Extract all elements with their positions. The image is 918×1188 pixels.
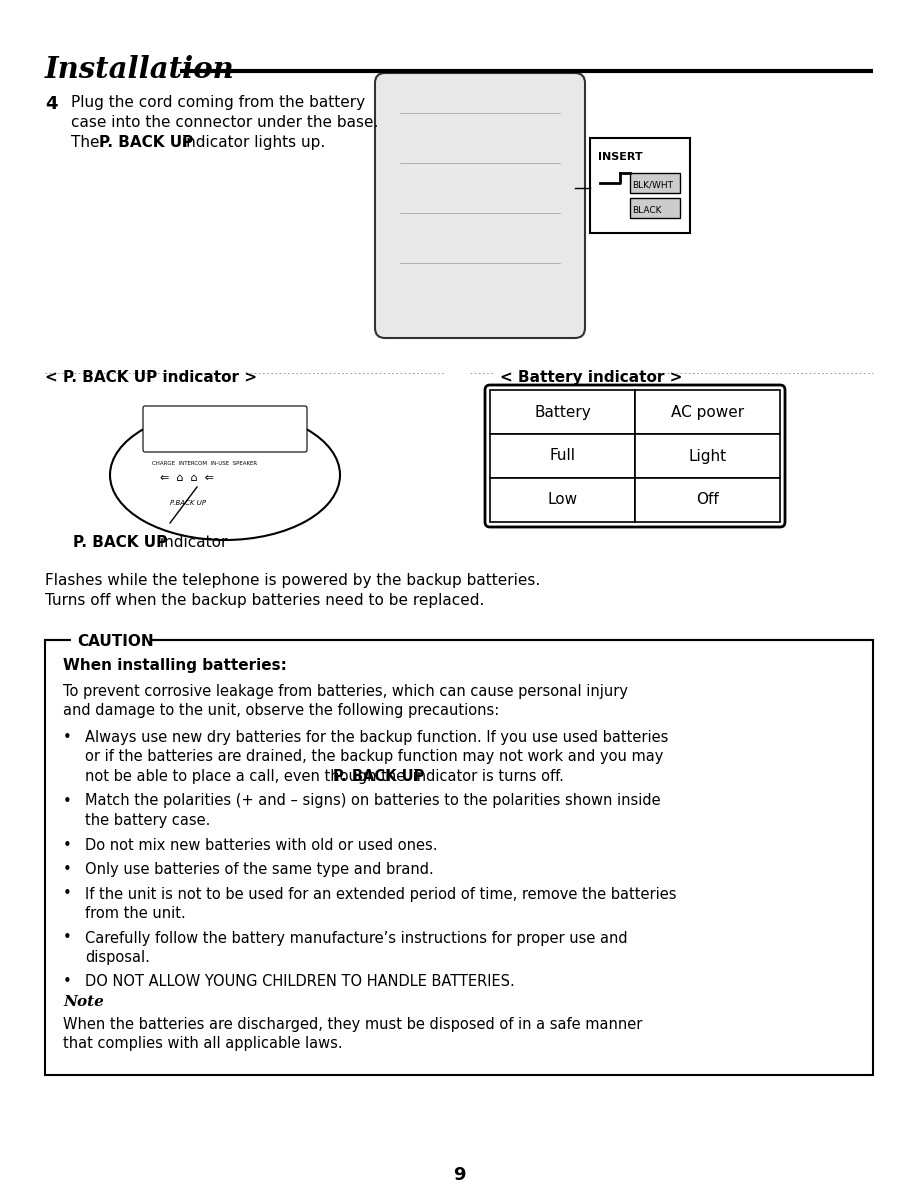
- Bar: [490, 390, 635, 434]
- Text: P.BACK UP: P.BACK UP: [170, 500, 207, 506]
- Text: •: •: [63, 729, 72, 745]
- Text: 9: 9: [453, 1165, 465, 1184]
- Bar: [635, 434, 780, 478]
- FancyBboxPatch shape: [375, 72, 585, 339]
- Bar: [45, 640, 873, 1075]
- Text: To prevent corrosive leakage from batteries, which can cause personal injury: To prevent corrosive leakage from batter…: [63, 684, 628, 699]
- Text: < P. BACK UP indicator >: < P. BACK UP indicator >: [45, 369, 257, 385]
- Text: When installing batteries:: When installing batteries:: [63, 658, 287, 672]
- Text: •: •: [63, 886, 72, 902]
- Text: < Battery indicator >: < Battery indicator >: [500, 369, 682, 385]
- Text: Note: Note: [63, 996, 104, 1009]
- Text: Light: Light: [688, 449, 726, 463]
- Text: •: •: [63, 838, 72, 853]
- Bar: [590, 138, 690, 233]
- Text: Match the polarities (+ and – signs) on batteries to the polarities shown inside: Match the polarities (+ and – signs) on …: [85, 794, 661, 809]
- FancyBboxPatch shape: [143, 406, 307, 451]
- Bar: [630, 198, 680, 219]
- Text: The: The: [71, 135, 105, 150]
- Text: Carefully follow the battery manufacture’s instructions for proper use and: Carefully follow the battery manufacture…: [85, 930, 628, 946]
- Text: Off: Off: [696, 493, 719, 507]
- Text: Turns off when the backup batteries need to be replaced.: Turns off when the backup batteries need…: [45, 593, 485, 608]
- Bar: [630, 173, 680, 192]
- Text: the battery case.: the battery case.: [85, 813, 210, 828]
- Text: CAUTION: CAUTION: [77, 633, 153, 649]
- Text: When the batteries are discharged, they must be disposed of in a safe manner: When the batteries are discharged, they …: [63, 1017, 643, 1032]
- Bar: [635, 478, 780, 522]
- Text: P. BACK UP: P. BACK UP: [333, 769, 424, 784]
- Text: If the unit is not to be used for an extended period of time, remove the batteri: If the unit is not to be used for an ext…: [85, 886, 677, 902]
- Text: Only use batteries of the same type and brand.: Only use batteries of the same type and …: [85, 862, 433, 877]
- Text: Flashes while the telephone is powered by the backup batteries.: Flashes while the telephone is powered b…: [45, 573, 541, 588]
- Text: Battery: Battery: [534, 404, 591, 419]
- Text: 4: 4: [45, 95, 58, 113]
- Bar: [635, 390, 780, 434]
- Text: •: •: [63, 930, 72, 946]
- Text: Plug the cord coming from the battery: Plug the cord coming from the battery: [71, 95, 365, 110]
- Text: Always use new dry batteries for the backup function. If you use used batteries: Always use new dry batteries for the bac…: [85, 729, 668, 745]
- Text: BLK/WHT: BLK/WHT: [632, 181, 673, 190]
- Text: or if the batteries are drained, the backup function may not work and you may: or if the batteries are drained, the bac…: [85, 750, 664, 765]
- Text: •: •: [63, 862, 72, 877]
- Text: P. BACK UP: P. BACK UP: [99, 135, 194, 150]
- Text: BLACK: BLACK: [632, 206, 662, 215]
- Text: that complies with all applicable laws.: that complies with all applicable laws.: [63, 1036, 342, 1051]
- Text: DO NOT ALLOW YOUNG CHILDREN TO HANDLE BATTERIES.: DO NOT ALLOW YOUNG CHILDREN TO HANDLE BA…: [85, 974, 515, 990]
- Text: CHARGE  INTERCOM  IN-USE  SPEAKER: CHARGE INTERCOM IN-USE SPEAKER: [152, 461, 257, 466]
- Ellipse shape: [110, 410, 340, 541]
- Text: and damage to the unit, observe the following precautions:: and damage to the unit, observe the foll…: [63, 703, 499, 718]
- Text: Low: Low: [547, 493, 577, 507]
- Text: INSERT: INSERT: [598, 152, 643, 162]
- Text: Installation: Installation: [45, 55, 235, 84]
- Text: indicator: indicator: [155, 535, 228, 550]
- Text: from the unit.: from the unit.: [85, 906, 185, 921]
- Text: Full: Full: [550, 449, 576, 463]
- Text: Do not mix new batteries with old or used ones.: Do not mix new batteries with old or use…: [85, 838, 438, 853]
- Text: AC power: AC power: [671, 404, 744, 419]
- Text: not be able to place a call, even though the: not be able to place a call, even though…: [85, 769, 409, 784]
- Bar: [490, 478, 635, 522]
- Text: case into the connector under the base.: case into the connector under the base.: [71, 115, 378, 129]
- Text: indicator is turns off.: indicator is turns off.: [408, 769, 564, 784]
- Bar: [490, 434, 635, 478]
- Text: disposal.: disposal.: [85, 950, 150, 965]
- Text: ⇐  ⌂  ⌂  ⇐: ⇐ ⌂ ⌂ ⇐: [160, 473, 214, 484]
- Text: P. BACK UP: P. BACK UP: [73, 535, 167, 550]
- Text: •: •: [63, 794, 72, 809]
- Text: indicator lights up.: indicator lights up.: [177, 135, 325, 150]
- Text: •: •: [63, 974, 72, 990]
